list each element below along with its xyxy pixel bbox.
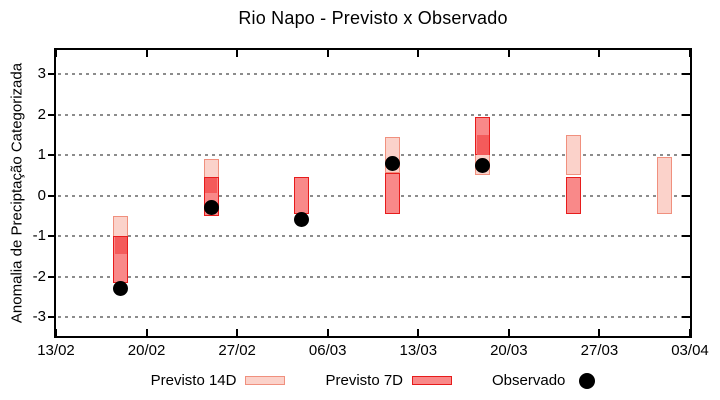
forecast-overlap-region bbox=[476, 135, 489, 155]
x-tick-top bbox=[145, 50, 148, 57]
x-tick-label: 27/02 bbox=[218, 342, 256, 359]
forecast-7d-bar bbox=[294, 177, 310, 214]
y-tick-left bbox=[48, 154, 56, 156]
legend-swatch-14d-icon bbox=[245, 376, 286, 385]
legend-item-previsto-14d: Previsto 14D bbox=[151, 372, 286, 389]
y-tick-right bbox=[682, 194, 690, 197]
forecast-overlap-region bbox=[205, 177, 218, 193]
x-tick-label: 06/03 bbox=[308, 342, 347, 359]
x-tick-bottom bbox=[326, 329, 329, 336]
y-tick-left bbox=[48, 275, 56, 278]
y-tick-right bbox=[682, 113, 690, 116]
forecast-14d-bar bbox=[656, 157, 672, 214]
gridline bbox=[58, 113, 688, 116]
observed-dot bbox=[113, 281, 129, 297]
y-tick-label: -2 bbox=[32, 267, 46, 285]
forecast-7d-bar bbox=[384, 173, 400, 214]
plot-area bbox=[54, 48, 692, 338]
observed-dot bbox=[384, 155, 400, 171]
observed-dot bbox=[475, 157, 491, 173]
y-tick-right bbox=[682, 316, 690, 318]
x-tick-top bbox=[326, 50, 329, 57]
x-tick-label: 03/04 bbox=[671, 342, 709, 359]
y-tick-label: -3 bbox=[32, 308, 46, 325]
legend-label-previsto-7d: Previsto 7D bbox=[325, 372, 404, 389]
x-tick-label: 20/02 bbox=[127, 342, 166, 359]
x-tick-label: 13/03 bbox=[399, 342, 438, 359]
y-tick-left bbox=[48, 73, 56, 75]
y-tick-right bbox=[682, 235, 690, 237]
x-tick-bottom bbox=[55, 329, 57, 336]
x-tick-label: 13/02 bbox=[37, 342, 75, 359]
observed-dot bbox=[294, 212, 310, 228]
x-tick-label: 20/03 bbox=[490, 342, 528, 359]
x-tick-bottom bbox=[145, 329, 148, 336]
x-tick-bottom bbox=[598, 329, 601, 336]
legend-observado-dot-icon bbox=[579, 372, 596, 389]
forecast-overlap-region bbox=[114, 236, 127, 254]
x-tick-top bbox=[689, 50, 691, 57]
x-tick-bottom bbox=[507, 329, 510, 336]
forecast-14d-bar bbox=[566, 134, 582, 176]
x-tick-bottom bbox=[689, 329, 691, 336]
x-tick-bottom bbox=[236, 329, 239, 336]
gridline bbox=[58, 73, 688, 75]
x-tick-top bbox=[507, 50, 510, 57]
y-tick-left bbox=[48, 194, 56, 197]
gridline bbox=[58, 235, 688, 237]
legend-item-observado: Observado bbox=[492, 372, 596, 389]
y-tick-label: 1 bbox=[37, 146, 46, 163]
y-tick-left bbox=[48, 316, 56, 318]
y-tick-right bbox=[682, 73, 690, 75]
x-tick-bottom bbox=[417, 329, 420, 336]
legend-label-observado: Observado bbox=[492, 372, 566, 389]
y-tick-label: 2 bbox=[37, 105, 46, 123]
x-tick-top bbox=[417, 50, 420, 57]
x-tick-top bbox=[55, 50, 57, 57]
y-tick-label: 3 bbox=[37, 65, 46, 82]
gridline bbox=[58, 316, 688, 318]
observed-dot bbox=[203, 200, 219, 216]
x-tick-top bbox=[598, 50, 601, 57]
gridline bbox=[58, 194, 688, 197]
x-tick-label: 27/03 bbox=[580, 342, 619, 359]
y-tick-label: -1 bbox=[32, 227, 46, 244]
legend-swatch-7d-icon bbox=[412, 376, 453, 385]
y-tick-left bbox=[48, 113, 56, 116]
y-tick-right bbox=[682, 275, 690, 278]
x-tick-top bbox=[236, 50, 239, 57]
legend-label-previsto-14d: Previsto 14D bbox=[150, 372, 237, 389]
y-tick-left bbox=[48, 235, 56, 237]
legend: Previsto 14D Previsto 7D Observado bbox=[54, 372, 692, 389]
legend-item-previsto-7d: Previsto 7D bbox=[325, 372, 453, 389]
gridline bbox=[58, 275, 688, 278]
chart-title: Rio Napo - Previsto x Observado bbox=[238, 8, 508, 28]
gridline bbox=[58, 154, 688, 156]
y-tick-right bbox=[682, 154, 690, 156]
forecast-7d-bar bbox=[566, 177, 582, 214]
y-tick-label: 0 bbox=[37, 186, 46, 204]
